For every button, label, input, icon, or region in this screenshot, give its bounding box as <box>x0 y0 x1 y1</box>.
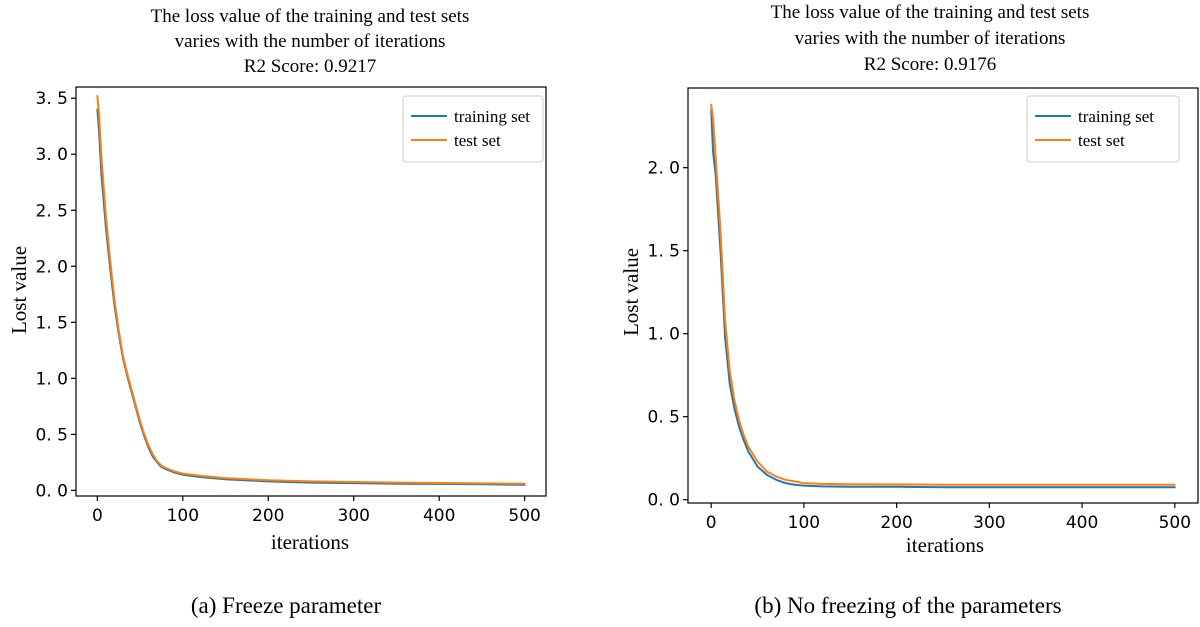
chart-a-ytick-label: 0. 0 <box>36 481 68 501</box>
chart-b-legend-label-test: test set <box>1078 131 1125 150</box>
chart-b-series-test-line <box>710 103 1176 486</box>
chart-b-ylabel: Lost value <box>619 248 643 336</box>
chart-b-legend-label-training: training set <box>1078 107 1154 126</box>
chart-b-ytick-label: 1. 5 <box>648 242 680 262</box>
chart-a-legend-label-training: training set <box>454 107 530 126</box>
chart-a-axes-frame <box>75 86 547 497</box>
chart-a-legend-label-test: test set <box>454 131 501 150</box>
chart-b-title-line-3: R2 Score: 0.9176 <box>864 54 996 75</box>
chart-b-ytick-label: 2. 0 <box>648 159 680 179</box>
chart-a-ytick-label: 0. 5 <box>36 425 68 445</box>
chart-a-caption: (a) Freeze parameter <box>191 593 382 618</box>
chart-a-series-training-line <box>96 108 526 486</box>
chart-a-ytick-label: 2. 5 <box>36 201 68 221</box>
chart-a: The loss value of the training and test … <box>7 6 547 618</box>
chart-b-title-line-2: varies with the number of iterations <box>795 28 1066 49</box>
chart-a-legend-box <box>402 95 544 163</box>
chart-a-xtick-label: 400 <box>423 506 455 526</box>
chart-b-xlabel: iterations <box>906 533 984 557</box>
chart-a-series-test-line <box>96 95 526 485</box>
chart-a-ylabel: Lost value <box>7 246 31 334</box>
chart-b-series-training-line <box>710 108 1176 489</box>
chart-a-title-line-1: The loss value of the training and test … <box>151 6 470 27</box>
chart-b-xtick-label: 400 <box>1066 513 1098 533</box>
chart-b-caption: (b) No freezing of the parameters <box>754 593 1061 618</box>
chart-a-xtick-label: 500 <box>508 506 540 526</box>
chart-a-legend: training set test set <box>402 95 544 163</box>
chart-a-ytick-label: 1. 0 <box>36 369 68 389</box>
chart-b-legend-box <box>1026 95 1180 163</box>
chart-b-plot: 0 100 200 300 400 500 0. 0 0. 5 1. 0 1. 5 2. 0 trai… <box>648 87 1199 533</box>
chart-b-ytick-label: 1. 0 <box>648 325 680 345</box>
chart-a-xlabel: iterations <box>271 530 349 554</box>
chart-b-xtick-label: 100 <box>788 513 820 533</box>
chart-b-xtick-label: 500 <box>1159 513 1191 533</box>
chart-a-ytick-label: 3. 0 <box>36 145 68 165</box>
chart-a-ytick-label: 1. 5 <box>36 313 68 333</box>
chart-b-ytick-label: 0. 0 <box>648 491 680 511</box>
chart-a-plot: 0 100 200 300 400 500 0. 0 0. 5 1. 0 1. 5 2. 0 2. 5… <box>36 86 547 526</box>
chart-b-xtick-label: 200 <box>880 513 912 533</box>
chart-b-legend: training set test set <box>1026 95 1180 163</box>
chart-b-ytick-label: 0. 5 <box>648 408 680 428</box>
chart-a-xtick-label: 100 <box>167 506 199 526</box>
chart-b: The loss value of the training and test … <box>619 2 1199 618</box>
chart-a-xtick-label: 300 <box>338 506 370 526</box>
chart-b-axes-frame <box>687 87 1199 504</box>
chart-b-xtick-label: 300 <box>973 513 1005 533</box>
chart-a-ytick-label: 3. 5 <box>36 89 68 109</box>
chart-b-xtick-label: 0 <box>706 513 717 533</box>
chart-a-title-line-2: varies with the number of iterations <box>175 31 446 52</box>
chart-a-xtick-label: 200 <box>252 506 284 526</box>
chart-a-ytick-label: 2. 0 <box>36 257 68 277</box>
chart-b-title-line-1: The loss value of the training and test … <box>771 2 1090 23</box>
chart-a-xtick-label: 0 <box>92 506 103 526</box>
chart-a-title-line-3: R2 Score: 0.9217 <box>244 56 376 77</box>
